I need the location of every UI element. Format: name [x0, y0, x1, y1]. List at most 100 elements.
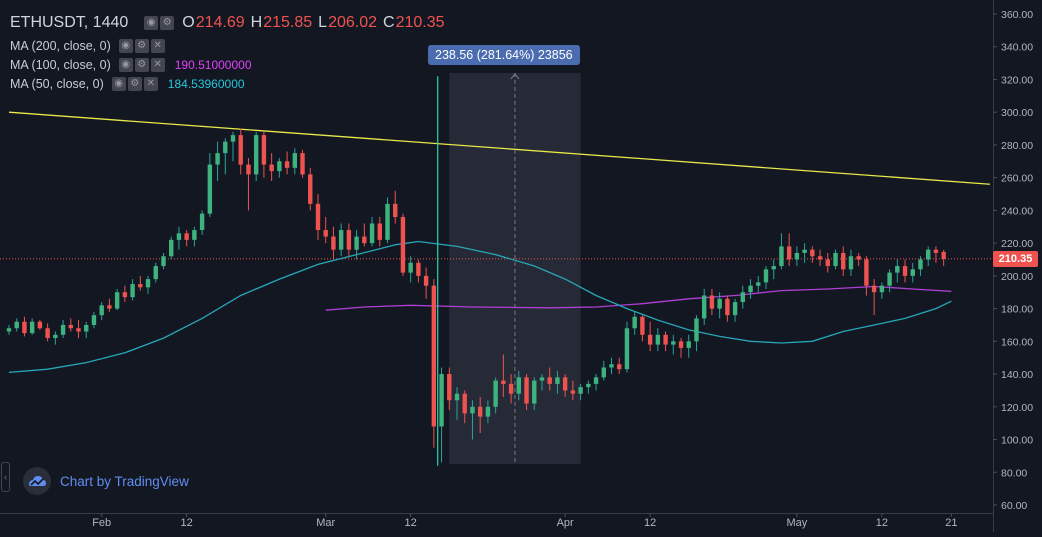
price-tick-label: 360.00 — [1001, 9, 1033, 21]
candle-body — [671, 341, 676, 345]
candle — [601, 360, 606, 381]
candle — [246, 158, 251, 211]
ma200-label[interactable]: MA (200, close, 0) — [10, 38, 111, 53]
close-icon[interactable]: ✕ — [150, 57, 165, 72]
candle — [555, 370, 560, 394]
candle-body — [524, 377, 529, 404]
candle — [933, 246, 939, 263]
gear-icon[interactable]: ⚙ — [127, 76, 142, 91]
candle — [192, 226, 197, 247]
last-price-badge: 210.35 — [993, 251, 1038, 267]
scroll-left-handle[interactable]: ‹ — [1, 462, 10, 492]
candle — [253, 131, 259, 181]
candle-body — [786, 246, 792, 260]
candle-body — [37, 321, 43, 329]
candle-body — [871, 285, 877, 293]
candle — [60, 320, 66, 339]
ma100-label[interactable]: MA (100, close, 0) — [10, 57, 111, 72]
candle — [617, 357, 622, 375]
candle — [586, 380, 591, 394]
candle-body — [532, 380, 537, 404]
eye-icon[interactable]: ◉ — [111, 76, 126, 91]
candle — [678, 338, 684, 358]
candle-body — [763, 269, 769, 283]
candle-body — [53, 334, 58, 339]
price-tick-label: 140.00 — [1001, 369, 1033, 381]
candle — [184, 230, 189, 247]
candle — [701, 288, 707, 325]
resistance-trendline — [8, 111, 991, 185]
candle — [447, 367, 452, 411]
candle-body — [686, 341, 691, 348]
eye-icon[interactable]: ◉ — [118, 57, 133, 72]
candle — [477, 396, 483, 433]
ohlc-high-value: 215.85 — [263, 14, 313, 31]
candle — [107, 298, 112, 312]
price-tick-label: 160.00 — [1001, 336, 1033, 348]
ohlc-close-value: 210.35 — [395, 14, 445, 31]
candle-body — [547, 377, 552, 384]
candle — [539, 374, 545, 391]
candle — [300, 149, 305, 178]
candle — [431, 279, 437, 448]
candle-body — [315, 203, 321, 231]
ma50-label[interactable]: MA (50, close, 0) — [10, 76, 104, 91]
candle-body — [756, 282, 761, 286]
candle-body — [609, 364, 614, 368]
candle-body — [887, 272, 892, 286]
tradingview-cloud-icon — [23, 467, 51, 495]
candle-body — [539, 377, 545, 381]
candle-body — [369, 223, 375, 244]
candle-body — [555, 377, 560, 384]
close-icon[interactable]: ✕ — [143, 76, 158, 91]
candle-body — [732, 302, 738, 316]
candle — [269, 153, 274, 181]
candle-body — [586, 383, 591, 388]
candle — [29, 318, 35, 335]
eye-icon[interactable]: ◉ — [144, 16, 159, 30]
symbol-title[interactable]: ETHUSDT, 1440 — [10, 14, 129, 31]
candle — [570, 380, 576, 401]
candle — [501, 354, 506, 397]
legend-ma50-row: MA (50, close, 0) ◉ ⚙ ✕ 184.53960000 — [10, 74, 445, 93]
candle — [470, 400, 475, 440]
gear-icon[interactable]: ⚙ — [134, 38, 149, 53]
candle-body — [331, 236, 336, 250]
candle-body — [447, 374, 452, 401]
candle-body — [207, 164, 213, 214]
candle — [369, 216, 375, 247]
ruler-measure-label[interactable]: 238.56 (281.64%) 23856 — [428, 45, 580, 65]
candle-body — [678, 341, 684, 348]
candle — [223, 138, 228, 175]
time-tick-label: 12 — [876, 517, 888, 529]
tradingview-branding[interactable]: Chart by TradingView — [22, 466, 189, 496]
candle-body — [29, 321, 35, 334]
candle-body — [416, 262, 421, 276]
ruler-arrow — [510, 73, 520, 80]
candle-body — [740, 292, 746, 303]
candle-body — [292, 153, 298, 168]
gear-icon[interactable]: ⚙ — [160, 16, 175, 30]
candle — [138, 275, 143, 291]
candle-body — [624, 328, 630, 370]
candle — [238, 128, 243, 175]
eye-icon[interactable]: ◉ — [118, 38, 133, 53]
candle — [532, 377, 537, 411]
candle-body — [856, 256, 861, 260]
close-icon[interactable]: ✕ — [150, 38, 165, 53]
gear-icon[interactable]: ⚙ — [134, 57, 149, 72]
price-tick-label: 120.00 — [1001, 402, 1033, 414]
time-tick-label: 12 — [181, 517, 193, 529]
candle-body — [709, 295, 715, 309]
candle — [895, 259, 900, 283]
candle-body — [632, 316, 637, 329]
candle-body — [779, 246, 784, 267]
candle — [918, 256, 923, 276]
candle — [547, 367, 552, 391]
candle — [323, 216, 328, 244]
candle — [524, 374, 529, 411]
price-tick-label: 180.00 — [1001, 304, 1033, 316]
time-tick-label: 12 — [644, 517, 656, 529]
ma50-line — [8, 240, 952, 374]
ma100-icons: ◉ ⚙ ✕ — [118, 57, 167, 72]
